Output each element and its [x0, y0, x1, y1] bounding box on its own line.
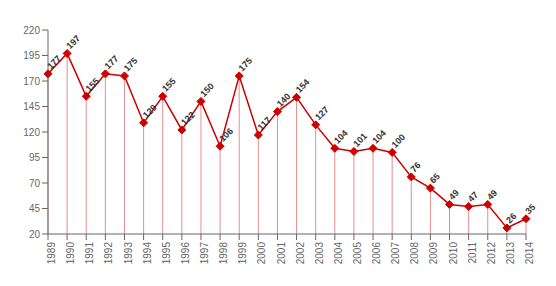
svg-text:65: 65 [428, 171, 442, 185]
svg-text:2009: 2009 [429, 242, 440, 265]
svg-text:177: 177 [45, 54, 63, 72]
svg-text:1998: 1998 [218, 242, 229, 265]
svg-text:49: 49 [485, 188, 499, 202]
svg-text:2013: 2013 [505, 242, 516, 265]
svg-text:122: 122 [179, 110, 197, 128]
svg-text:2007: 2007 [390, 242, 401, 265]
svg-text:1999: 1999 [237, 242, 248, 265]
svg-text:220: 220 [23, 25, 40, 36]
svg-text:2012: 2012 [486, 242, 497, 265]
svg-text:120: 120 [23, 127, 40, 138]
svg-text:155: 155 [84, 76, 102, 94]
svg-text:76: 76 [409, 160, 423, 174]
svg-text:129: 129 [141, 103, 159, 121]
svg-text:145: 145 [23, 101, 40, 112]
svg-text:2001: 2001 [276, 242, 287, 265]
svg-text:47: 47 [466, 190, 480, 204]
svg-text:2003: 2003 [314, 242, 325, 265]
svg-text:95: 95 [29, 152, 41, 163]
svg-text:195: 195 [23, 50, 40, 61]
svg-text:2004: 2004 [333, 242, 344, 265]
svg-text:2006: 2006 [371, 242, 382, 265]
svg-text:104: 104 [332, 128, 350, 146]
svg-text:2005: 2005 [352, 242, 363, 265]
svg-text:140: 140 [275, 91, 293, 109]
svg-text:117: 117 [256, 115, 273, 132]
svg-text:49: 49 [447, 188, 461, 202]
svg-text:35: 35 [523, 202, 537, 216]
svg-text:177: 177 [103, 54, 121, 72]
svg-text:1994: 1994 [142, 242, 153, 265]
svg-text:2008: 2008 [409, 242, 420, 265]
svg-text:1992: 1992 [103, 242, 114, 265]
svg-text:45: 45 [29, 203, 41, 214]
svg-text:1990: 1990 [65, 242, 76, 265]
svg-text:170: 170 [23, 76, 40, 87]
svg-text:1993: 1993 [123, 242, 134, 265]
svg-text:197: 197 [64, 33, 82, 51]
svg-text:1995: 1995 [161, 242, 172, 265]
svg-text:1991: 1991 [84, 242, 95, 265]
svg-text:101: 101 [351, 131, 369, 149]
svg-text:2010: 2010 [448, 242, 459, 265]
svg-text:1989: 1989 [46, 242, 57, 265]
svg-text:154: 154 [294, 77, 312, 95]
svg-text:150: 150 [198, 81, 216, 99]
svg-text:2002: 2002 [295, 242, 306, 265]
svg-text:100: 100 [390, 132, 408, 150]
svg-text:2014: 2014 [524, 242, 535, 265]
svg-text:106: 106 [217, 126, 235, 144]
svg-text:70: 70 [29, 178, 41, 189]
svg-text:2011: 2011 [467, 242, 478, 264]
svg-text:155: 155 [160, 76, 178, 94]
svg-text:104: 104 [370, 128, 388, 146]
svg-text:26: 26 [504, 211, 518, 225]
svg-text:175: 175 [237, 56, 255, 74]
svg-text:2000: 2000 [256, 242, 267, 265]
svg-text:175: 175 [122, 56, 140, 74]
svg-text:1996: 1996 [180, 242, 191, 265]
svg-text:20: 20 [29, 229, 41, 240]
svg-text:127: 127 [313, 105, 331, 123]
svg-text:1997: 1997 [199, 242, 210, 265]
